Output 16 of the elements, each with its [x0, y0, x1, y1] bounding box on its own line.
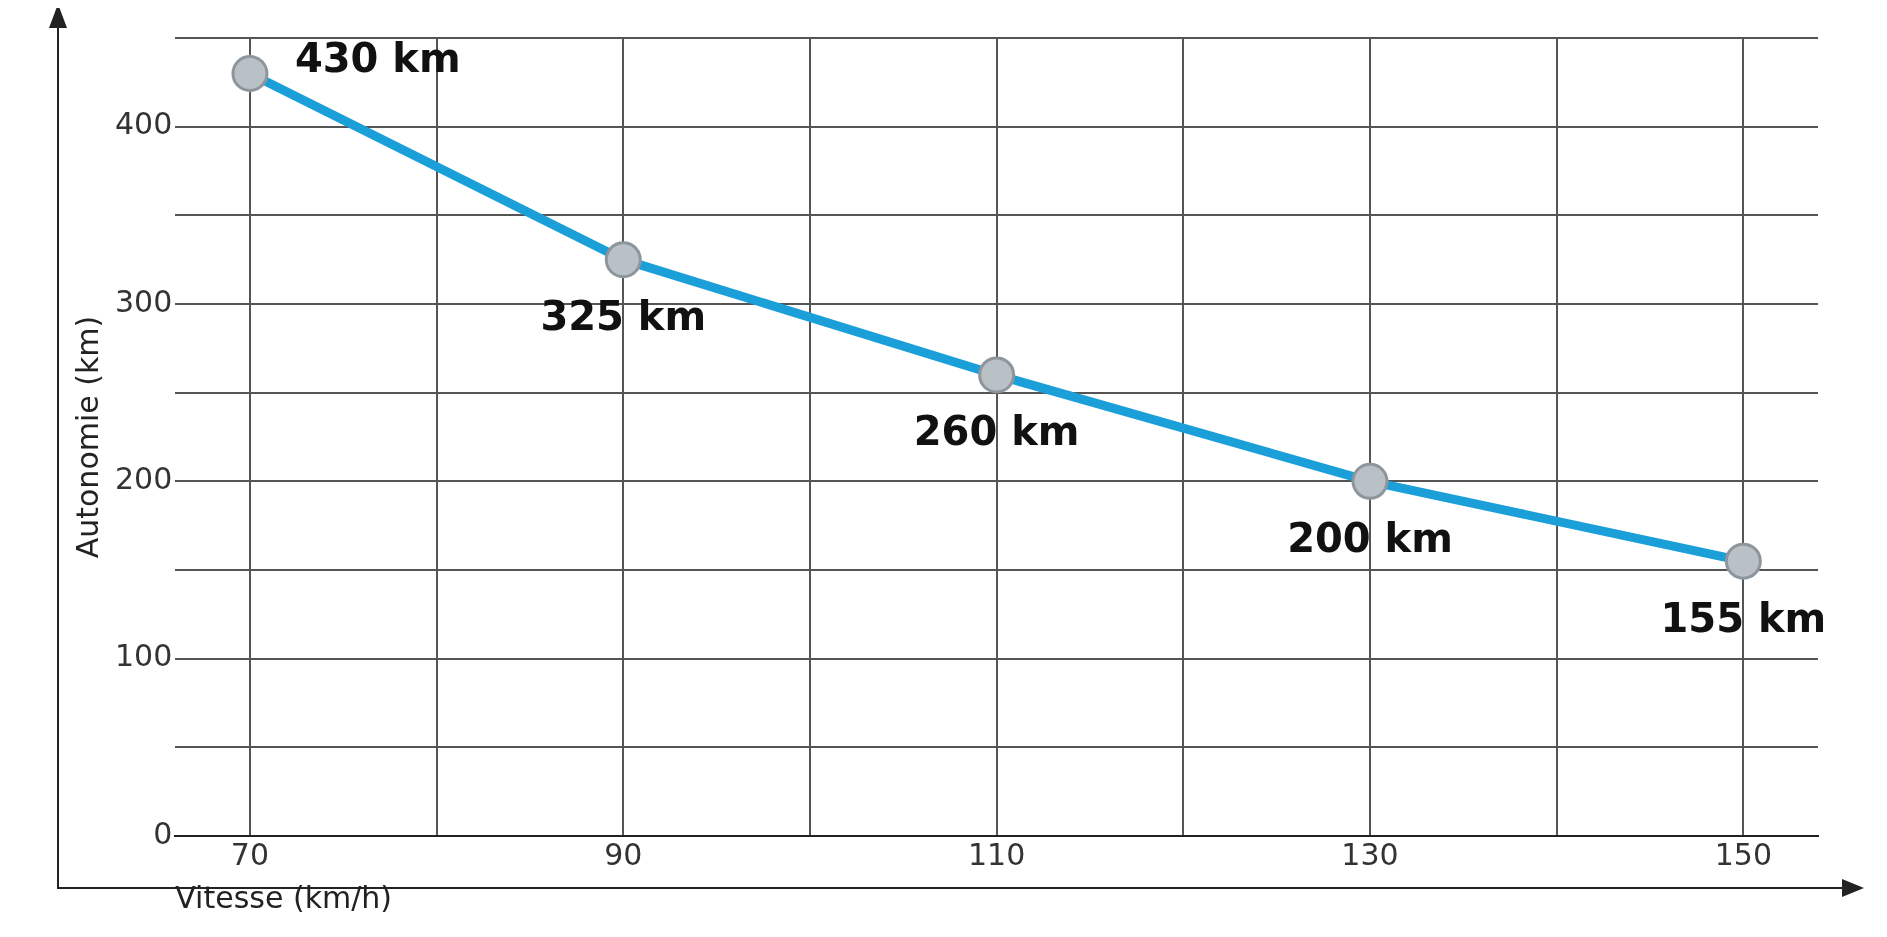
data-label: 200 km	[1287, 514, 1453, 561]
y-axis-title: Autonomie (km)	[69, 315, 105, 559]
x-tick-label: 90	[604, 836, 643, 872]
y-tick-label: 100	[115, 638, 173, 674]
y-tick-label: 200	[115, 461, 173, 497]
y-tick-label: 300	[115, 283, 173, 319]
data-label: 325 km	[540, 293, 707, 340]
x-tick-label: 150	[1714, 836, 1772, 872]
x-axis-title: Vitesse (km/h)	[175, 879, 393, 915]
x-tick-label: 130	[1341, 836, 1399, 872]
y-tick-label: 0	[153, 815, 173, 851]
data-label: 260 km	[913, 408, 1080, 455]
data-label: 155 km	[1660, 594, 1827, 641]
y-tick-label: 400	[115, 106, 173, 142]
x-tick-label: 70	[230, 836, 270, 872]
x-tick-label: 110	[968, 836, 1026, 872]
